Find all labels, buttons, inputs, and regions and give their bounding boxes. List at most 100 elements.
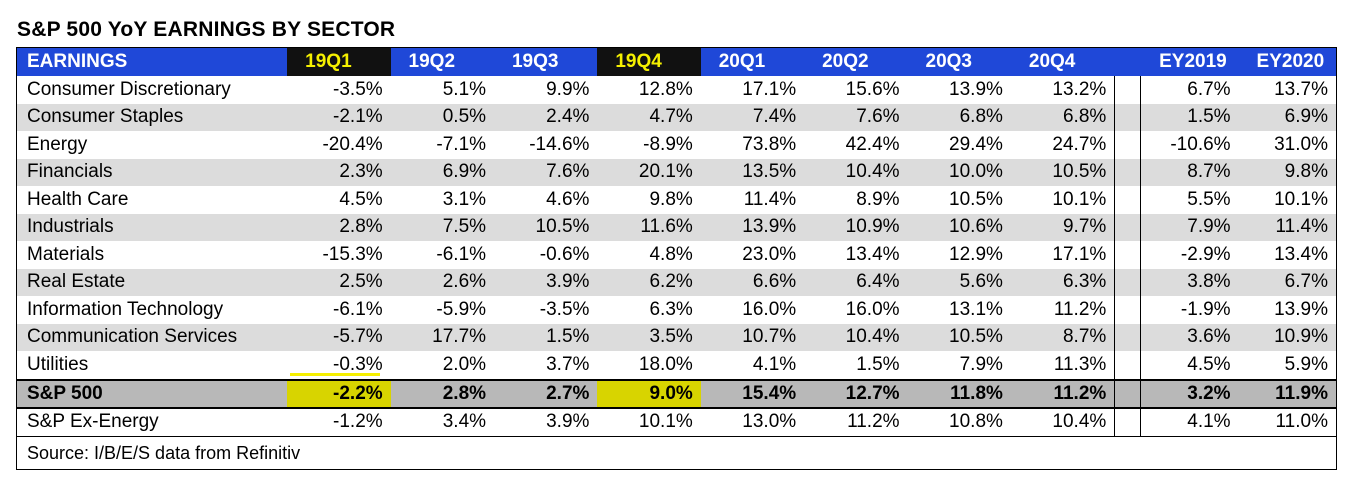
- source-note: Source: I/B/E/S data from Refinitiv: [17, 436, 1336, 469]
- column-gap: [1114, 103, 1142, 131]
- quarter-value: -3.5%: [333, 78, 383, 100]
- quarter-value: 6.4%: [856, 271, 900, 293]
- column-gap: [1114, 323, 1142, 351]
- quarter-value: 7.5%: [442, 216, 487, 238]
- quarter-value: 2.8%: [339, 216, 383, 238]
- ex-energy-ey2019: 4.1%: [1187, 411, 1231, 433]
- header-ey2020: EY2020: [1256, 51, 1325, 72]
- quarter-value: -7.1%: [436, 133, 487, 155]
- column-gap: [1114, 296, 1142, 324]
- quarter-value: 17.1%: [742, 78, 797, 100]
- quarter-value: 13.9%: [742, 216, 797, 238]
- year-value: 6.7%: [1284, 271, 1328, 293]
- quarter-value: 11.6%: [640, 216, 693, 238]
- table-row: Consumer Staples -2.1% 0.5% 2.4% 4.7% 7.4% 7.6…: [17, 103, 1336, 131]
- ex-energy-20q3: 10.8%: [949, 411, 1003, 433]
- year-value: 11.4%: [1275, 216, 1328, 238]
- quarter-value: 6.3%: [1062, 271, 1107, 293]
- quarter-value: 13.1%: [949, 298, 1003, 320]
- column-gap: [1114, 268, 1142, 296]
- quarter-value: 11.4%: [743, 188, 797, 210]
- total-19q3: 2.7%: [546, 382, 590, 404]
- table-row: Industrials 2.8% 7.5% 10.5% 11.6% 13.9% 10.9% 1…: [17, 213, 1336, 241]
- quarter-value: 10.0%: [949, 161, 1003, 183]
- sector-label: Consumer Discretionary: [27, 78, 231, 100]
- header-19q1: 19Q1: [287, 48, 391, 76]
- total-20q2: 12.7%: [845, 382, 900, 404]
- header-19q3: 19Q3: [511, 51, 559, 72]
- quarter-value: 5.1%: [442, 78, 487, 100]
- table-row: Financials 2.3% 6.9% 7.6% 20.1% 13.5% 10.4% 10.…: [17, 158, 1336, 186]
- sector-label: Communication Services: [27, 326, 238, 348]
- quarter-value: -15.3%: [322, 243, 383, 265]
- quarter-value: 20.1%: [638, 161, 693, 183]
- sector-label: Utilities: [27, 353, 89, 375]
- header-20q3: 20Q3: [925, 51, 972, 72]
- ex-energy-19q3: 3.9%: [546, 411, 590, 433]
- quarter-value: 7.9%: [959, 353, 1003, 375]
- sector-label: Real Estate: [27, 271, 126, 293]
- table-title: S&P 500 YoY EARNINGS BY SECTOR: [17, 18, 396, 41]
- total-19q2: 2.8%: [442, 382, 487, 404]
- year-value: 5.9%: [1284, 353, 1328, 375]
- quarter-value: 17.7%: [432, 326, 487, 348]
- quarter-value: -5.9%: [436, 298, 487, 320]
- quarter-value: -6.1%: [436, 243, 487, 265]
- header-20q2: 20Q2: [822, 51, 869, 72]
- column-gap: [1114, 351, 1142, 379]
- ex-energy-20q4: 10.4%: [1052, 411, 1107, 433]
- header-row: EARNINGS 19Q1 19Q2 19Q3 19Q4 20Q1 20Q2 2…: [17, 48, 1336, 76]
- sector-label: Industrials: [27, 216, 114, 238]
- quarter-value: 12.9%: [949, 243, 1003, 265]
- quarter-value: 13.5%: [742, 161, 797, 183]
- quarter-value: 11.3%: [1053, 353, 1107, 375]
- quarter-value: 8.9%: [856, 188, 900, 210]
- column-gap: [1114, 76, 1142, 104]
- table-row: Real Estate 2.5% 2.6% 3.9% 6.2% 6.6% 6.4% 5.6% 6…: [17, 268, 1336, 296]
- total-ey2019: 3.2%: [1187, 382, 1231, 404]
- year-value: 13.4%: [1274, 243, 1328, 265]
- quarter-value: 10.6%: [949, 216, 1003, 238]
- quarter-value: 42.4%: [845, 133, 900, 155]
- quarter-value: 6.2%: [649, 271, 693, 293]
- column-gap: [1114, 380, 1142, 407]
- year-value: 7.9%: [1187, 216, 1231, 238]
- total-ey2020: 11.9%: [1275, 382, 1328, 404]
- quarter-value: 4.5%: [339, 188, 383, 210]
- year-value: 13.7%: [1274, 78, 1328, 100]
- year-value: -1.9%: [1180, 298, 1231, 320]
- quarter-value: 10.5%: [949, 326, 1003, 348]
- ex-energy-19q1: -1.2%: [333, 411, 383, 433]
- quarter-value: -2.1%: [333, 106, 383, 128]
- sector-label: Materials: [27, 243, 105, 265]
- quarter-value: 8.7%: [1062, 326, 1107, 348]
- total-19q1: -2.2%: [287, 380, 391, 407]
- quarter-value: 16.0%: [845, 298, 900, 320]
- quarter-value: -0.3%: [333, 353, 383, 375]
- year-value: 8.7%: [1187, 161, 1231, 183]
- sector-label: Financials: [27, 161, 113, 183]
- quarter-value: 7.6%: [546, 161, 590, 183]
- quarter-value: 10.5%: [949, 188, 1003, 210]
- quarter-value: 2.3%: [339, 161, 383, 183]
- year-value: 3.8%: [1187, 271, 1231, 293]
- total-19q4: 9.0%: [597, 380, 701, 407]
- year-value: 10.9%: [1274, 326, 1328, 348]
- year-value: 4.5%: [1187, 353, 1231, 375]
- column-gap: [1114, 158, 1142, 186]
- quarter-value: 18.0%: [638, 353, 693, 375]
- quarter-value: 13.4%: [845, 243, 900, 265]
- quarter-value: 9.7%: [1062, 216, 1107, 238]
- table-row: Consumer Discretionary -3.5% 5.1% 9.9% 12.8%…: [17, 76, 1336, 104]
- earnings-table: EARNINGS 19Q1 19Q2 19Q3 19Q4 20Q1 20Q2 2…: [16, 47, 1337, 470]
- table-row: Communication Services -5.7% 17.7% 1.5% 3.5%…: [17, 323, 1336, 351]
- quarter-value: 3.5%: [649, 326, 693, 348]
- column-gap: [1114, 131, 1142, 159]
- column-gap: [1114, 241, 1142, 269]
- ex-energy-label: S&P Ex-Energy: [27, 411, 159, 433]
- quarter-value: 73.8%: [742, 133, 797, 155]
- total-20q3: 11.8%: [950, 382, 1003, 404]
- quarter-value: 16.0%: [742, 298, 797, 320]
- quarter-value: 2.0%: [442, 353, 487, 375]
- quarter-value: -6.1%: [333, 298, 383, 320]
